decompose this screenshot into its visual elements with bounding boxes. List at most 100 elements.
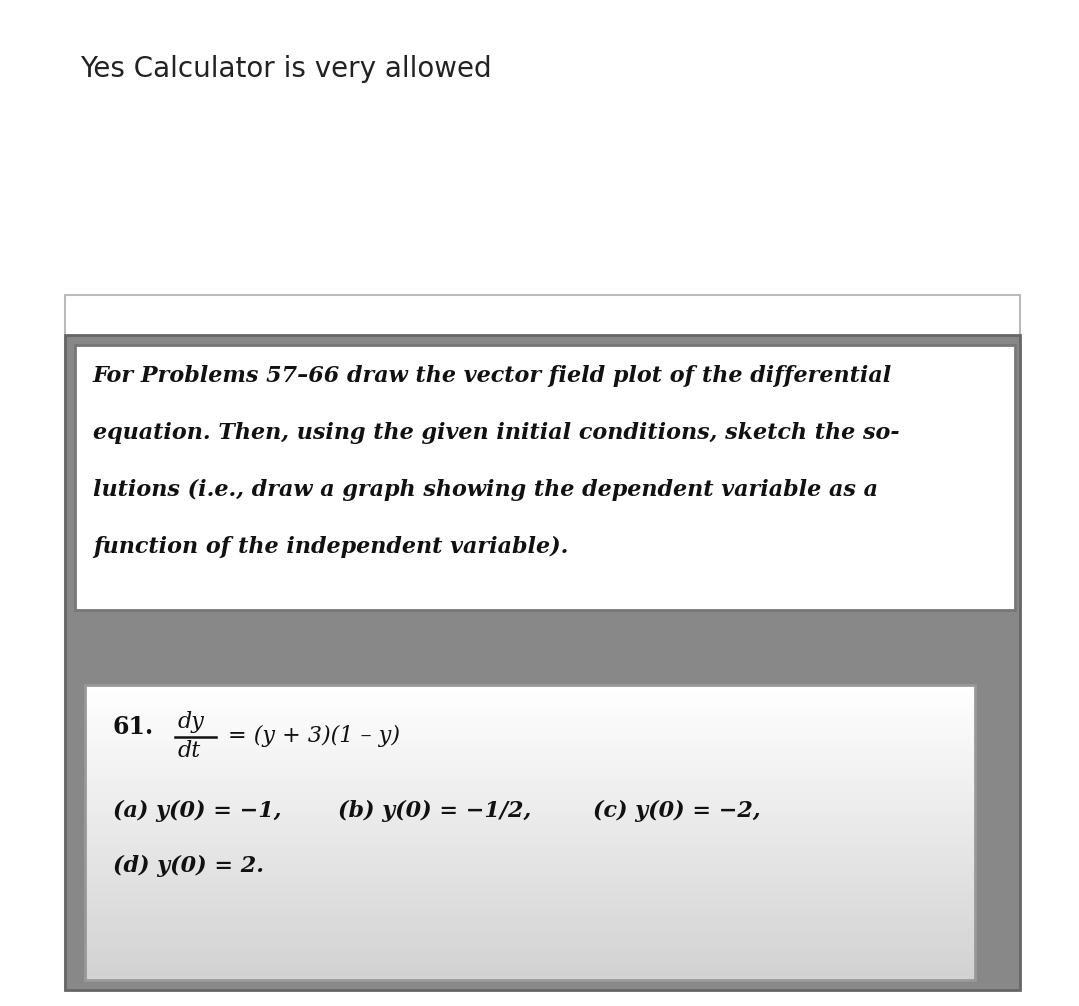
Bar [85,865,975,868]
Bar [85,726,975,729]
Bar [85,954,975,957]
Bar [85,906,975,909]
Bar [85,768,975,771]
Bar [85,783,975,786]
Bar [85,780,975,783]
Bar [85,714,975,717]
Bar [85,877,975,879]
Bar [85,859,975,862]
Bar [85,930,975,933]
Text: equation. Then, using the given initial conditions, sketch the so-: equation. Then, using the given initial … [93,422,900,444]
Bar [85,891,975,894]
Bar [76,345,1015,610]
Bar [85,965,975,968]
Bar [85,809,975,812]
Text: (d) y(0) = 2.: (d) y(0) = 2. [113,855,264,877]
Bar [85,759,975,762]
Bar [85,888,975,891]
Bar [85,765,975,768]
Bar [85,871,975,874]
Text: (b) y(0) = −1/2,: (b) y(0) = −1/2, [338,800,531,822]
Bar [85,960,975,963]
Bar [85,844,975,847]
Bar [85,738,975,741]
Bar [85,977,975,980]
Bar [85,794,975,797]
Bar [85,830,975,833]
Bar [85,894,975,897]
Bar [85,921,975,924]
Text: Yes Calculator is very allowed: Yes Calculator is very allowed [80,55,492,83]
Text: function of the independent variable).: function of the independent variable). [93,536,569,558]
Bar [65,295,1020,990]
Bar [85,697,975,700]
Bar [85,720,975,723]
Bar [85,762,975,765]
Bar [85,909,975,912]
Bar [85,821,975,824]
Text: For Problems 57–66 draw the vector field plot of the differential: For Problems 57–66 draw the vector field… [93,365,892,387]
Bar [85,841,975,844]
Bar [85,741,975,744]
Bar [85,732,975,735]
Bar [85,797,975,800]
Bar [85,939,975,942]
Bar [85,951,975,954]
Bar [85,818,975,821]
Bar [85,968,975,971]
Bar [85,915,975,918]
Bar [85,746,975,749]
Bar [85,705,975,708]
Bar [85,942,975,945]
Bar [85,835,975,838]
Bar [85,856,975,859]
Text: dy: dy [178,711,205,733]
Bar [85,812,975,815]
Bar [85,918,975,921]
Bar [85,912,975,915]
Bar [85,756,975,759]
Bar [85,936,975,939]
Bar [85,777,975,780]
Bar [85,850,975,853]
Bar [85,847,975,850]
Bar [85,688,975,691]
Text: (a) y(0) = −1,: (a) y(0) = −1, [113,800,282,822]
Bar [85,963,975,965]
Bar [85,833,975,835]
Text: 61.: 61. [113,715,154,739]
Bar [85,735,975,738]
Bar [85,824,975,827]
Bar [85,879,975,882]
Bar [85,903,975,906]
Bar [85,791,975,794]
Bar [85,800,975,803]
Bar [85,749,975,752]
Bar [85,815,975,818]
Bar [85,957,975,960]
Bar [85,803,975,806]
Bar [85,789,975,791]
Bar [85,868,975,871]
Bar [85,827,975,830]
Text: (c) y(0) = −2,: (c) y(0) = −2, [593,800,761,822]
Bar [85,838,975,841]
Bar [85,933,975,936]
Bar [85,744,975,746]
Text: lutions (i.e., draw a graph showing the dependent variable as a: lutions (i.e., draw a graph showing the … [93,479,878,501]
Bar [85,729,975,732]
Bar [65,335,1020,990]
Bar [85,948,975,951]
Bar [85,874,975,877]
Bar [85,927,975,930]
Bar [85,717,975,720]
Bar [85,853,975,856]
Bar [85,700,975,703]
Bar [85,694,975,697]
Bar [85,708,975,711]
Bar [85,723,975,726]
Bar [85,924,975,927]
Bar [85,711,975,714]
Bar [85,774,975,777]
Bar [85,862,975,865]
